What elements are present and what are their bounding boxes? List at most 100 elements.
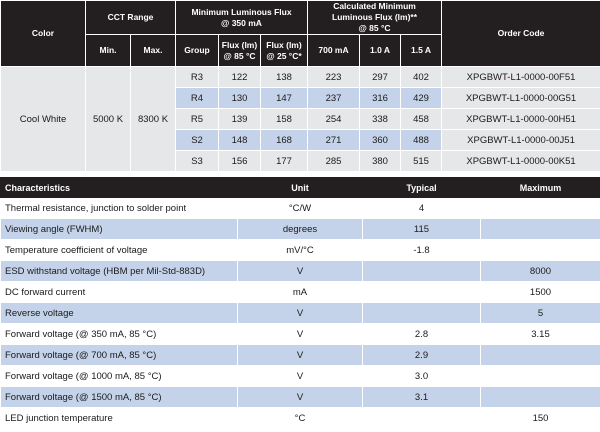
unit-cell: mA (237, 281, 363, 303)
order-code-cell: XPGBWT-L1-0000-00G51 (441, 87, 600, 109)
header-flux-25c-line1: Flux (lm) (266, 39, 302, 50)
header-1-5a: 1.5 A (399, 34, 443, 67)
flux25-cell: 158 (260, 108, 308, 130)
header-order-code: Order Code (441, 0, 600, 67)
color-cell: Cool White (0, 66, 86, 172)
maximum-cell (480, 365, 600, 387)
flux-1a-cell: 380 (359, 150, 401, 172)
typical-cell: 2.9 (362, 344, 481, 366)
flux85-cell: 130 (218, 87, 261, 109)
typical-cell (362, 407, 481, 429)
table-row: Forward voltage (@ 1500 mA, 85 °C) V 3.1 (0, 386, 600, 408)
header-700ma: 700 mA (307, 34, 360, 67)
flux-700ma-cell: 237 (307, 87, 360, 109)
table-row: DC forward current mA 1500 (0, 281, 600, 303)
unit-cell: mV/°C (237, 239, 363, 261)
order-code-cell: XPGBWT-L1-0000-00F51 (441, 66, 600, 88)
header-min-flux-line1: Minimum Luminous Flux (191, 6, 292, 17)
typical-cell: 3.1 (362, 386, 481, 408)
maximum-cell (480, 197, 600, 219)
flux-700ma-cell: 285 (307, 150, 360, 172)
maximum-cell: 3.15 (480, 323, 600, 345)
header-cct-max: Max. (130, 34, 176, 67)
flux85-cell: 122 (218, 66, 261, 88)
maximum-cell (480, 218, 600, 240)
table-row: Thermal resistance, junction to solder p… (0, 197, 600, 219)
typical-cell: -1.8 (362, 239, 481, 261)
cct-max-cell: 8300 K (130, 66, 176, 172)
typical-cell: 115 (362, 218, 481, 240)
maximum-cell: 8000 (480, 260, 600, 282)
maximum-cell (480, 386, 600, 408)
header-cct-range: CCT Range (85, 0, 176, 35)
table-row: R4 130 147 237 316 429 XPGBWT-L1-0000-00… (1, 87, 600, 109)
header-calc-flux-line3: @ 85 °C (358, 23, 391, 33)
header-characteristics: Characteristics (0, 177, 238, 198)
flux-1a-cell: 360 (359, 129, 401, 151)
header-group: Group (175, 34, 219, 67)
table-row: Cool White 5000 K 8300 K R3 122 138 223 … (0, 66, 600, 172)
flux25-cell: 138 (260, 66, 308, 88)
header-flux-85c: Flux (lm) @ 85 °C (218, 34, 261, 67)
group-cell: S3 (175, 150, 219, 172)
table-row: R5 139 158 254 338 458 XPGBWT-L1-0000-00… (1, 108, 600, 130)
header-1a: 1.0 A (359, 34, 401, 67)
typical-cell: 3.0 (362, 365, 481, 387)
unit-cell: V (237, 386, 363, 408)
order-code-cell: XPGBWT-L1-0000-00K51 (441, 150, 600, 172)
typical-cell (362, 281, 481, 303)
table-row: Temperature coefficient of voltage mV/°C… (0, 239, 600, 261)
flux-1-5a-cell: 515 (399, 150, 443, 172)
table-row: Reverse voltage V 5 (0, 302, 600, 324)
table-row: LED junction temperature °C 150 (0, 407, 600, 429)
unit-cell: V (237, 260, 363, 282)
table-row: S3 156 177 285 380 515 XPGBWT-L1-0000-00… (1, 150, 600, 172)
maximum-cell: 5 (480, 302, 600, 324)
characteristic-name: Viewing angle (FWHM) (0, 218, 238, 240)
order-code-cell: XPGBWT-L1-0000-00J51 (441, 129, 600, 151)
table-row: Forward voltage (@ 350 mA, 85 °C) V 2.8 … (0, 323, 600, 345)
cct-min-cell: 5000 K (85, 66, 131, 172)
flux-700ma-cell: 223 (307, 66, 360, 88)
maximum-cell (480, 239, 600, 261)
characteristic-name: Reverse voltage (0, 302, 238, 324)
flux-1a-cell: 316 (359, 87, 401, 109)
flux-1-5a-cell: 402 (399, 66, 443, 88)
flux-700ma-cell: 271 (307, 129, 360, 151)
characteristic-name: ESD withstand voltage (HBM per Mil-Std-8… (0, 260, 238, 282)
header-color: Color (0, 0, 86, 67)
unit-cell: V (237, 365, 363, 387)
typical-cell: 4 (362, 197, 481, 219)
order-code-cell: XPGBWT-L1-0000-00H51 (441, 108, 600, 130)
flux85-cell: 156 (218, 150, 261, 172)
flux-1a-cell: 297 (359, 66, 401, 88)
header-calc-flux-line2: Luminous Flux (lm)** (332, 12, 418, 22)
unit-cell: °C (237, 407, 363, 429)
header-min-luminous-flux: Minimum Luminous Flux @ 350 mA (175, 0, 308, 35)
header-maximum: Maximum (480, 177, 600, 198)
flux-700ma-cell: 254 (307, 108, 360, 130)
header-calc-flux-line1: Calculated Minimum (333, 1, 416, 12)
header-cct-min: Min. (85, 34, 131, 67)
flux25-cell: 168 (260, 129, 308, 151)
flux-1-5a-cell: 488 (399, 129, 443, 151)
typical-cell: 2.8 (362, 323, 481, 345)
table-row: S2 148 168 271 360 488 XPGBWT-L1-0000-00… (1, 129, 600, 151)
characteristic-name: LED junction temperature (0, 407, 238, 429)
group-cell: S2 (175, 129, 219, 151)
characteristic-name: Forward voltage (@ 1500 mA, 85 °C) (0, 386, 238, 408)
header-typical: Typical (362, 177, 481, 198)
unit-cell: degrees (237, 218, 363, 240)
flux-1-5a-cell: 429 (399, 87, 443, 109)
flux-1-5a-cell: 458 (399, 108, 443, 130)
characteristic-name: Thermal resistance, junction to solder p… (0, 197, 238, 219)
table-row: Forward voltage (@ 700 mA, 85 °C) V 2.9 (0, 344, 600, 366)
header-calculated-flux: Calculated Minimum Luminous Flux (lm)** … (306, 0, 443, 35)
flux85-cell: 148 (218, 129, 261, 151)
header-flux-85c-line2: @ 85 °C (223, 50, 256, 61)
unit-cell: V (237, 323, 363, 345)
typical-cell (362, 260, 481, 282)
header-unit: Unit (237, 177, 363, 198)
flux-order-table: Color CCT Range Minimum Luminous Flux @ … (0, 0, 600, 172)
table-row: ESD withstand voltage (HBM per Mil-Std-8… (0, 260, 600, 282)
